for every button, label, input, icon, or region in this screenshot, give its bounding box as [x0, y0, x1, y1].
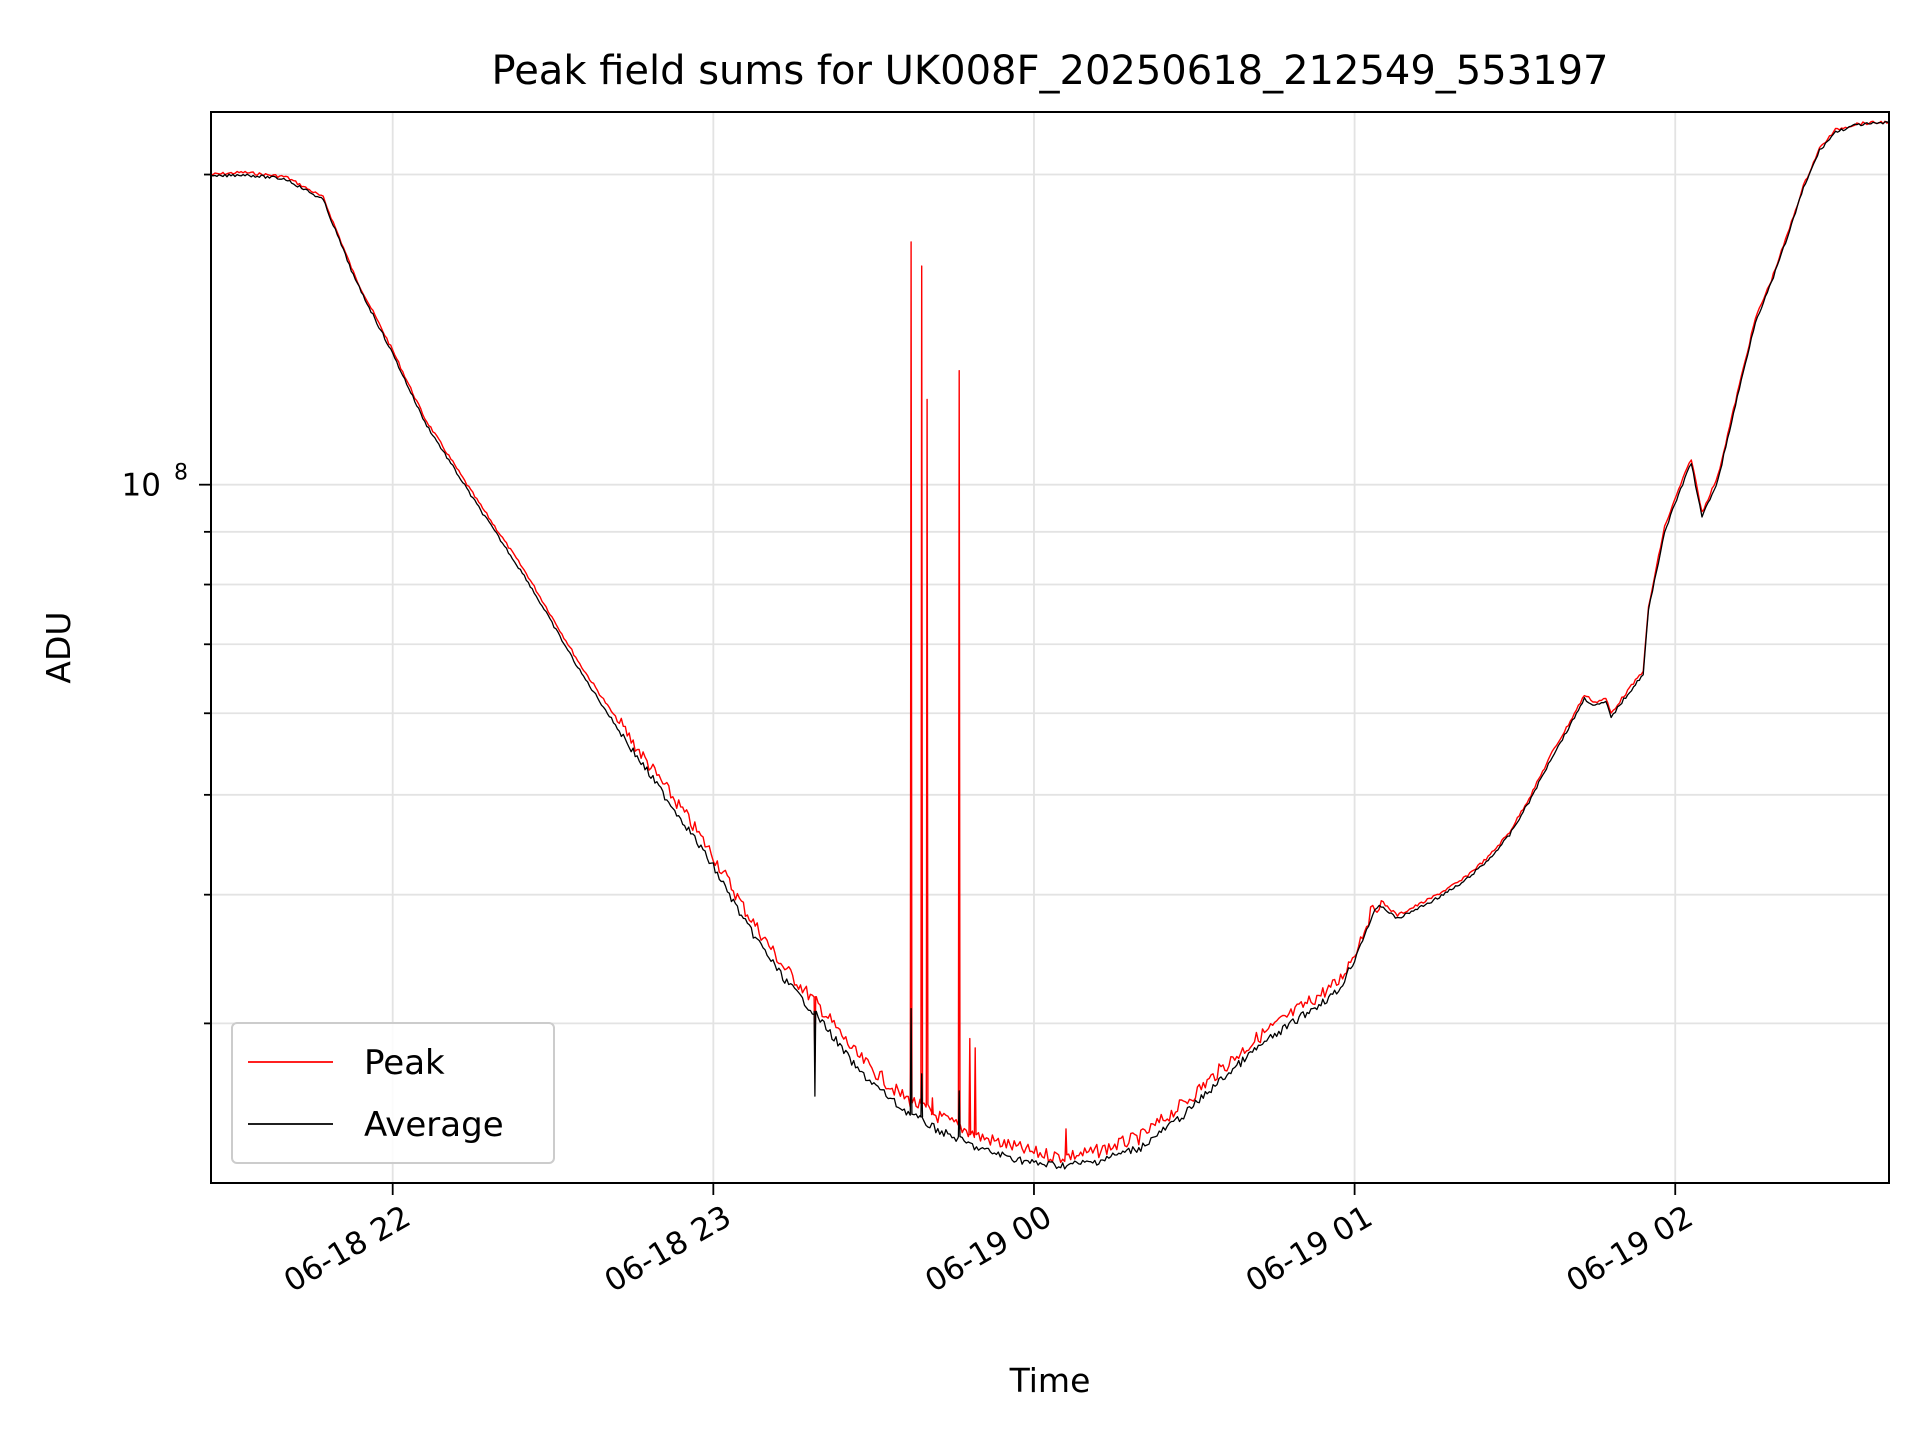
plot-frame — [210, 111, 1890, 1184]
chart-title: Peak field sums for UK008F_20250618_2125… — [492, 48, 1609, 94]
y-axis-label: ADU — [39, 611, 78, 683]
series-layer — [210, 120, 1890, 1170]
x-tick-label: 06-18 22 — [278, 1199, 417, 1300]
x-tick-label: 06-19 00 — [919, 1199, 1058, 1300]
x-tick-label: 06-19 02 — [1561, 1199, 1700, 1300]
grid-layer — [211, 112, 1889, 1183]
x-tick-label: 06-19 01 — [1240, 1199, 1379, 1300]
x-axis-label: Time — [1009, 1361, 1091, 1400]
legend-label-peak: Peak — [364, 1043, 445, 1083]
y-tick-label: 10 — [122, 468, 161, 504]
series-line-average — [210, 121, 1890, 1170]
legend: Peak Average — [231, 1022, 555, 1164]
legend-label-average: Average — [364, 1105, 504, 1145]
legend-box — [231, 1022, 555, 1164]
x-tick-label: 06-18 23 — [599, 1199, 738, 1300]
series-line-peak — [210, 120, 1890, 1164]
y-tick-exponent: 8 — [174, 461, 188, 486]
